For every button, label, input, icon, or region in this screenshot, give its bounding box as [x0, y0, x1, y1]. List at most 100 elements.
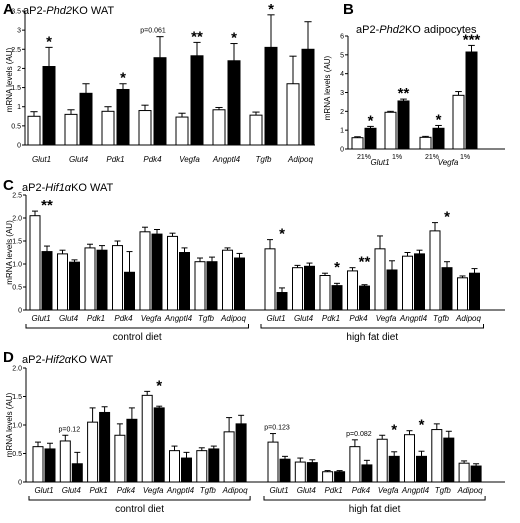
significance-mark: *	[46, 33, 52, 50]
y-axis-label: mRNA levels (AU)	[323, 55, 332, 120]
bar-knockout	[99, 411, 111, 483]
bar-control	[138, 110, 152, 146]
bar-control	[292, 267, 303, 311]
bar-knockout	[190, 55, 204, 146]
bar-control	[32, 446, 44, 483]
bar-knockout	[432, 127, 445, 150]
bar-knockout	[306, 462, 318, 483]
y-tick-label: 0.5	[12, 451, 22, 458]
y-tick-label: 1	[17, 104, 21, 111]
significance-mark: *	[419, 417, 425, 434]
bar-knockout	[386, 269, 398, 311]
bar-knockout	[96, 249, 108, 311]
y-tick-label: 0	[18, 308, 22, 315]
y-tick-label: 0	[340, 147, 344, 154]
category-label: Vegfa	[179, 155, 200, 164]
bar-knockout	[331, 285, 343, 311]
category-label: Adipoq	[222, 486, 248, 495]
category-label: Vegfa	[376, 314, 397, 323]
category-label: Glut4	[59, 314, 79, 323]
category-label: Pdk4	[143, 155, 162, 164]
category-label: Glut1	[31, 314, 50, 323]
bar-control	[196, 450, 208, 483]
category-label: Tgfb	[435, 486, 452, 495]
group-bracket	[263, 496, 486, 501]
bar-control	[249, 114, 263, 146]
bar-control	[64, 113, 78, 146]
bar-control	[29, 215, 41, 311]
bar-knockout	[469, 272, 480, 311]
panel-a-title: aP2-Phd2KO WAT	[23, 5, 114, 17]
category-label: Tgfb	[198, 314, 215, 323]
category-label: Vegfa	[378, 486, 399, 495]
bar-control	[112, 245, 123, 311]
bar-control	[319, 275, 331, 311]
bar-control	[294, 461, 306, 483]
significance-mark: *	[436, 111, 442, 128]
bar-knockout	[235, 423, 247, 483]
bar-control	[175, 116, 189, 146]
bar-knockout	[206, 261, 218, 311]
bar-knockout	[124, 271, 135, 311]
bar-control	[101, 110, 115, 146]
category-label: Adipoq	[455, 314, 481, 323]
condition-label: 1%	[460, 154, 470, 161]
category-label: Adipoq	[457, 486, 483, 495]
category-label: Angptl4	[399, 314, 428, 323]
bar-knockout	[69, 261, 80, 311]
bar-control	[452, 94, 465, 150]
category-label: Pdk1	[87, 314, 105, 323]
bar-control	[376, 438, 388, 483]
group-label: high fat diet	[349, 504, 401, 515]
y-tick-label: 1.0	[12, 423, 22, 430]
bar-control	[429, 230, 441, 311]
y-tick-label: 0.5	[11, 123, 21, 130]
category-label: Glut1	[32, 155, 51, 164]
significance-mark: *	[268, 1, 274, 18]
bar-knockout	[181, 457, 192, 483]
category-label: Tgfb	[433, 314, 450, 323]
significance-mark: **	[359, 254, 371, 271]
y-tick-label: 2.5	[12, 193, 22, 200]
y-axis-label: mRNA levels (AU)	[5, 47, 14, 112]
bar-knockout	[470, 465, 482, 483]
bar-control	[169, 450, 180, 483]
category-label: Pdk1	[324, 486, 342, 495]
y-tick-label: 4	[340, 71, 344, 78]
category-label: Tgfb	[200, 486, 217, 495]
bar-control	[212, 109, 226, 146]
y-tick-label: 0	[18, 480, 22, 487]
bar-control	[194, 261, 206, 311]
bar-knockout	[304, 265, 315, 311]
bar-knockout	[116, 88, 130, 146]
significance-mark: **	[398, 85, 410, 102]
bar-knockout	[234, 257, 245, 311]
category-label: Pdk4	[114, 314, 133, 323]
significance-mark: **	[191, 28, 203, 45]
bar-knockout	[416, 455, 427, 483]
bar-knockout	[441, 267, 453, 311]
y-tick-label: 0.5	[12, 285, 22, 292]
panel-c-title: aP2-Hif1αKO WAT	[22, 182, 114, 194]
bar-control	[264, 248, 276, 311]
bar-control	[286, 83, 300, 146]
significance-mark: *	[279, 226, 285, 243]
bar-control	[419, 136, 432, 150]
bar-control	[84, 247, 96, 311]
y-tick-label: 1.5	[12, 239, 22, 246]
condition-label: 21%	[425, 154, 439, 161]
group-bracket	[260, 324, 484, 329]
bar-knockout	[397, 100, 410, 150]
y-tick-label: 6	[340, 34, 344, 41]
category-label: Glut1	[269, 486, 288, 495]
bar-knockout	[414, 253, 425, 311]
bar-knockout	[465, 51, 478, 150]
condition-label: 21%	[357, 154, 371, 161]
bar-knockout	[388, 455, 400, 483]
bar-knockout	[334, 471, 346, 483]
bar-knockout	[301, 48, 315, 146]
bar-knockout	[361, 464, 373, 483]
category-label: Glut1	[34, 486, 53, 495]
bar-knockout	[179, 252, 190, 311]
y-tick-label: 5	[340, 52, 344, 59]
